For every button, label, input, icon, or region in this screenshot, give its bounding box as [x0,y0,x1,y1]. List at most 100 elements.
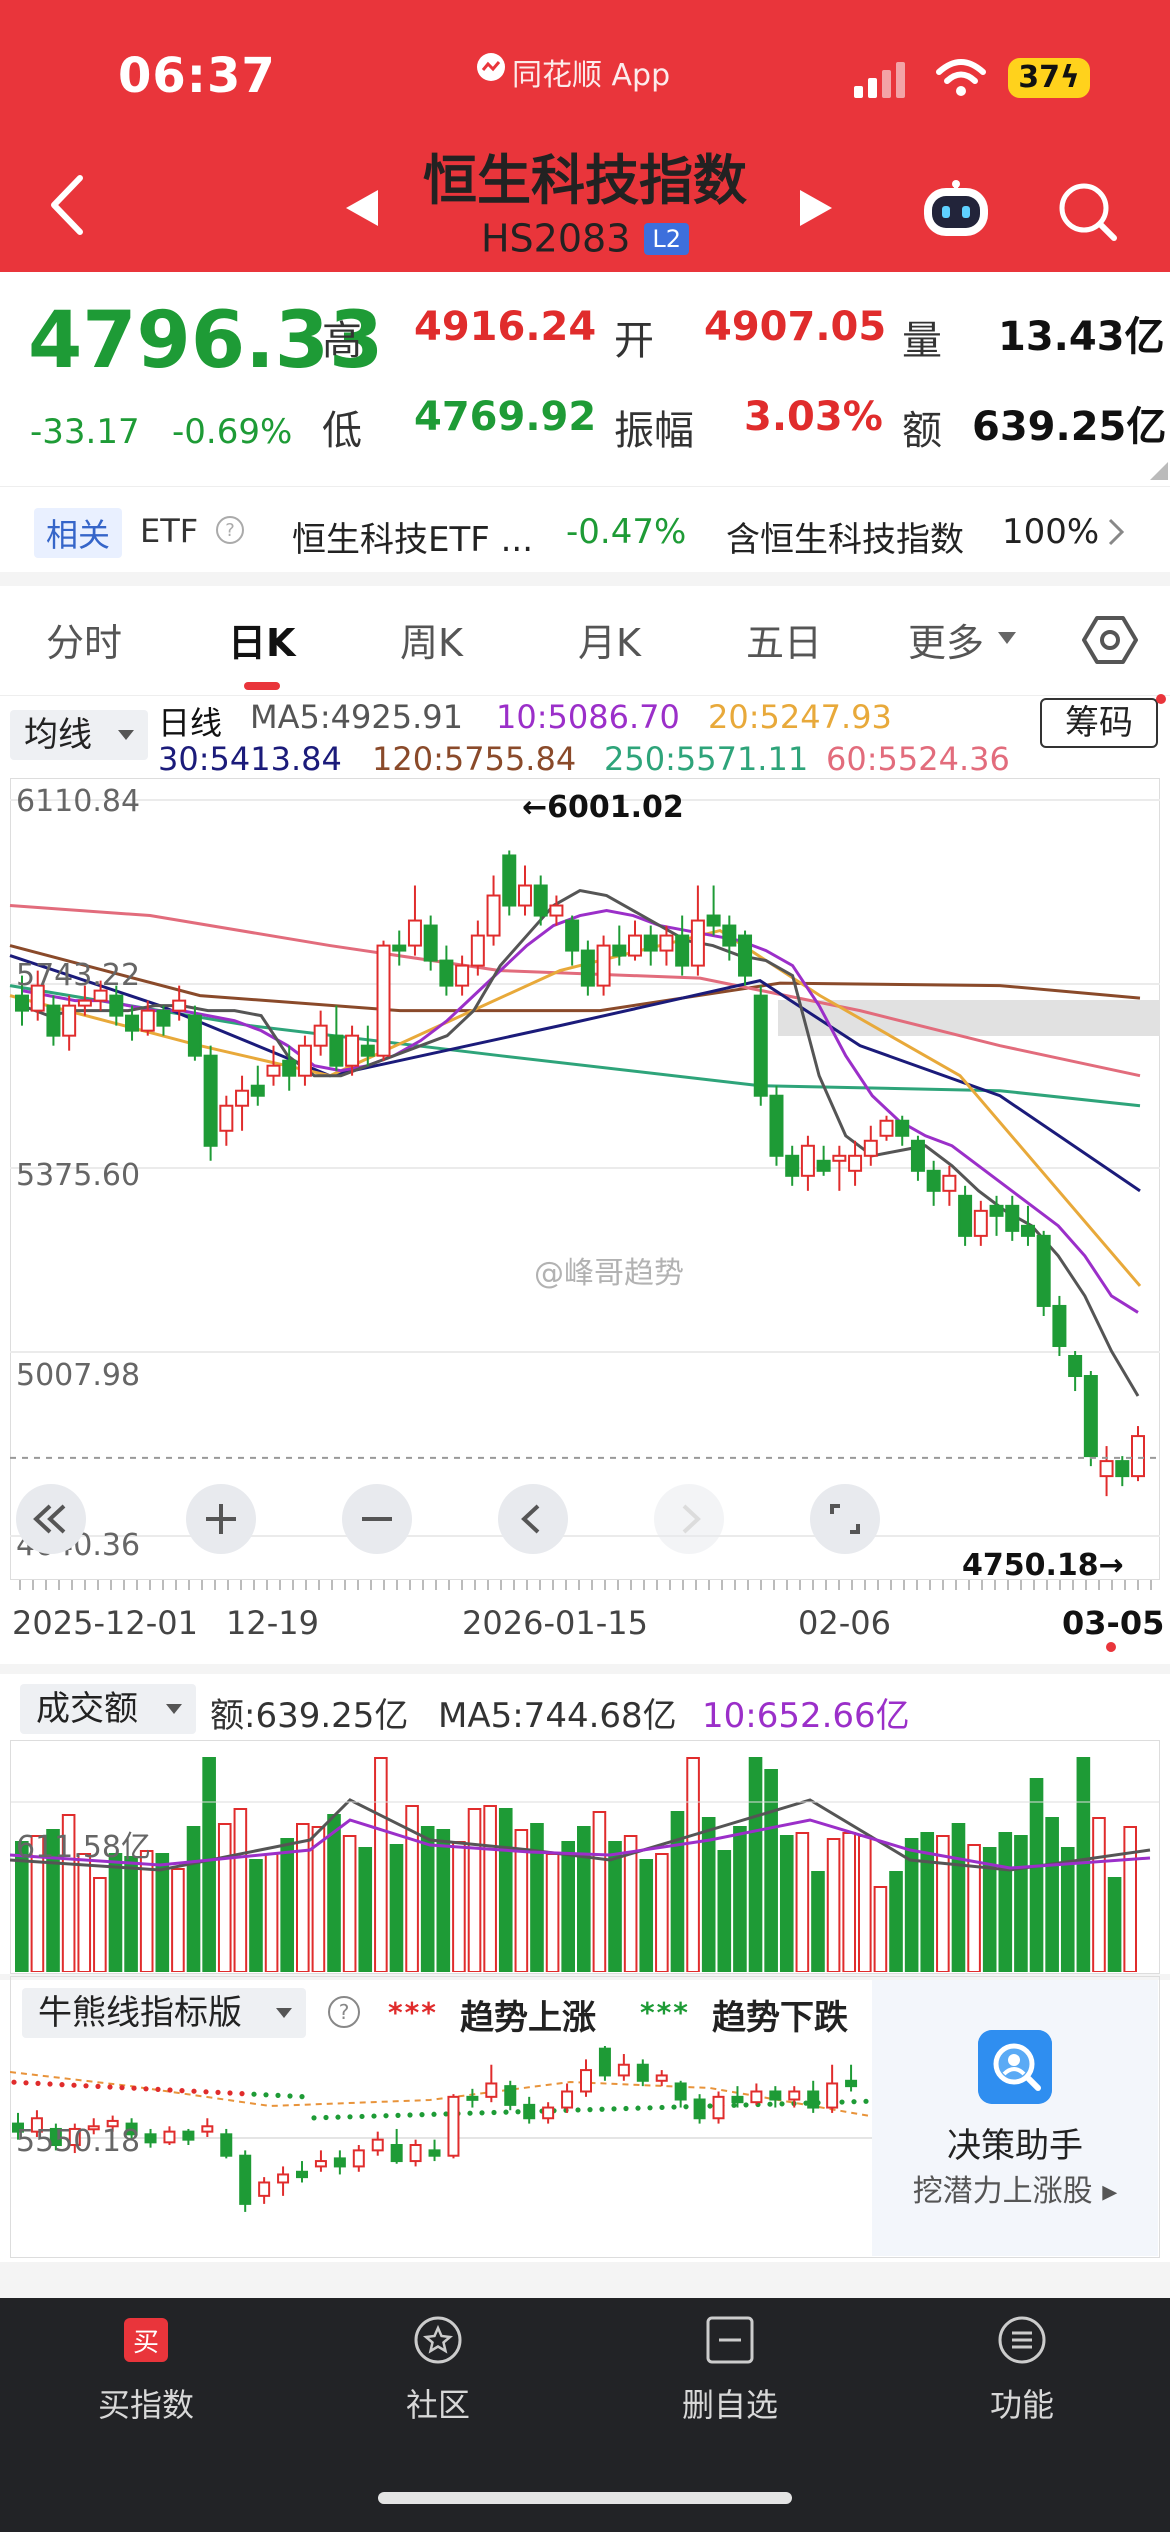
tab-intraday[interactable]: 分时 [46,621,123,665]
decision-assistant-card[interactable] [872,1980,1158,2256]
nav-remove-watchlist[interactable]: 删自选 [584,2310,876,2426]
candle-body [675,934,690,967]
candle-body [49,2127,62,2147]
tab-daily-k[interactable]: 日K [228,621,296,665]
volume-bar [452,1841,466,1972]
expand-corner-icon[interactable] [1150,462,1168,480]
scroll-left-button[interactable] [498,1484,568,1554]
volume-bar [748,1757,763,1972]
svg-text:?: ? [339,2000,350,2024]
candle-body [329,1034,344,1067]
trend-dot [83,2083,89,2089]
candle-body [266,1064,281,1077]
settings-hexagon-icon[interactable] [1082,612,1138,668]
candle-body [989,1204,1004,1217]
volume-bar [670,1811,685,1972]
candle-body [659,934,674,952]
volume-bar [155,1853,170,1972]
candle-body [46,1004,61,1037]
trend-dot [851,2099,857,2105]
candle-body [769,1094,784,1157]
volume-bar [202,1757,216,1972]
community-star-icon [414,2316,462,2364]
ma-selector[interactable]: 均线 [10,710,148,760]
ma30-legend: 30:5413.84 [158,740,342,778]
robot-assistant-icon[interactable] [918,178,994,242]
previous-stock-icon[interactable] [342,186,382,230]
tab-more[interactable]: 更多 [908,621,985,665]
kline-frame [10,778,1160,1580]
search-icon[interactable] [1054,178,1120,244]
volume-bar [296,1823,310,1972]
candle-body [485,2082,498,2098]
stock-name: 恒生科技指数 [423,149,747,212]
volume-selector[interactable]: 成交额 [20,1684,196,1734]
etf-name[interactable]: 恒生科技ETF ... [292,520,534,560]
candle-body [738,934,753,977]
candle-body [250,1084,265,1097]
scroll-right-button[interactable] [654,1484,724,1554]
candle-body [220,2133,233,2157]
candle-body [333,2157,346,2168]
candle-body [439,959,454,987]
candle-body [807,2090,820,2109]
caret-down-icon [118,730,134,740]
kline-chart[interactable] [0,778,1170,1590]
tab-weekly-k[interactable]: 周K [400,621,463,665]
candle-body [690,919,705,967]
divider [0,1664,1170,1674]
chevron-right-icon[interactable] [1104,514,1128,550]
high-label: 高 [322,318,362,364]
trend-dot [35,2080,41,2086]
zoom-out-button[interactable] [342,1484,412,1554]
y-axis-label: 6110.84 [16,784,141,819]
volume-chart[interactable] [10,1740,1160,1972]
rewind-button[interactable] [16,1484,86,1554]
charging-bolt-icon: ϟ [1059,60,1080,95]
help-icon[interactable]: ? [214,514,246,546]
trend-dot [203,2089,209,2095]
candle-body [879,1119,894,1137]
candle-body [182,2130,195,2141]
candle-body [30,984,45,1012]
volume-bar [733,1826,747,1972]
candle-body [409,2144,422,2163]
back-arrow-icon[interactable] [44,170,92,240]
bull-bear-line [10,2071,871,2117]
amplitude-label: 振幅 [614,408,694,454]
volume-bar [374,1757,388,1972]
trend-down-marker: *** [640,1996,690,2029]
next-stock-icon[interactable] [796,186,836,230]
chevron-right-icon [682,1504,701,1534]
open-label: 开 [614,318,654,364]
candle-body [371,2138,384,2152]
candle-body [282,1059,297,1077]
trend-dot [371,2113,377,2119]
volume-bar [124,1856,138,1972]
related-strip[interactable] [0,486,1170,572]
volume-bar [264,1853,279,1972]
fullscreen-button[interactable] [810,1484,880,1554]
turnover-label: 额 [902,408,942,454]
candle-body [845,2079,858,2088]
chips-button[interactable]: 筹码 [1040,698,1158,748]
trend-dot [839,2099,845,2105]
indicator-selector[interactable]: 牛熊线指标版 [22,1988,306,2038]
volume-bar [795,1832,810,1972]
candle-body [523,2103,536,2120]
zoom-in-button[interactable] [186,1484,256,1554]
help-icon[interactable]: ? [326,1994,362,2030]
related-tag: 相关 [34,508,123,558]
bull-bear-chart[interactable] [10,2036,872,2256]
app-label: 同花顺 App [512,58,671,93]
candle-body [1099,1460,1114,1478]
volume-bar [1029,1778,1044,1972]
tab-five-day[interactable]: 五日 [746,621,823,665]
trend-dot [647,2105,653,2111]
trend-dot [611,2106,617,2112]
nav-functions[interactable]: 功能 [876,2310,1168,2426]
nav-buy-index[interactable]: 买 买指数 [0,2310,292,2426]
nav-community[interactable]: 社区 [292,2310,584,2426]
fullscreen-icon [830,1504,860,1534]
tab-monthly-k[interactable]: 月K [578,621,641,665]
